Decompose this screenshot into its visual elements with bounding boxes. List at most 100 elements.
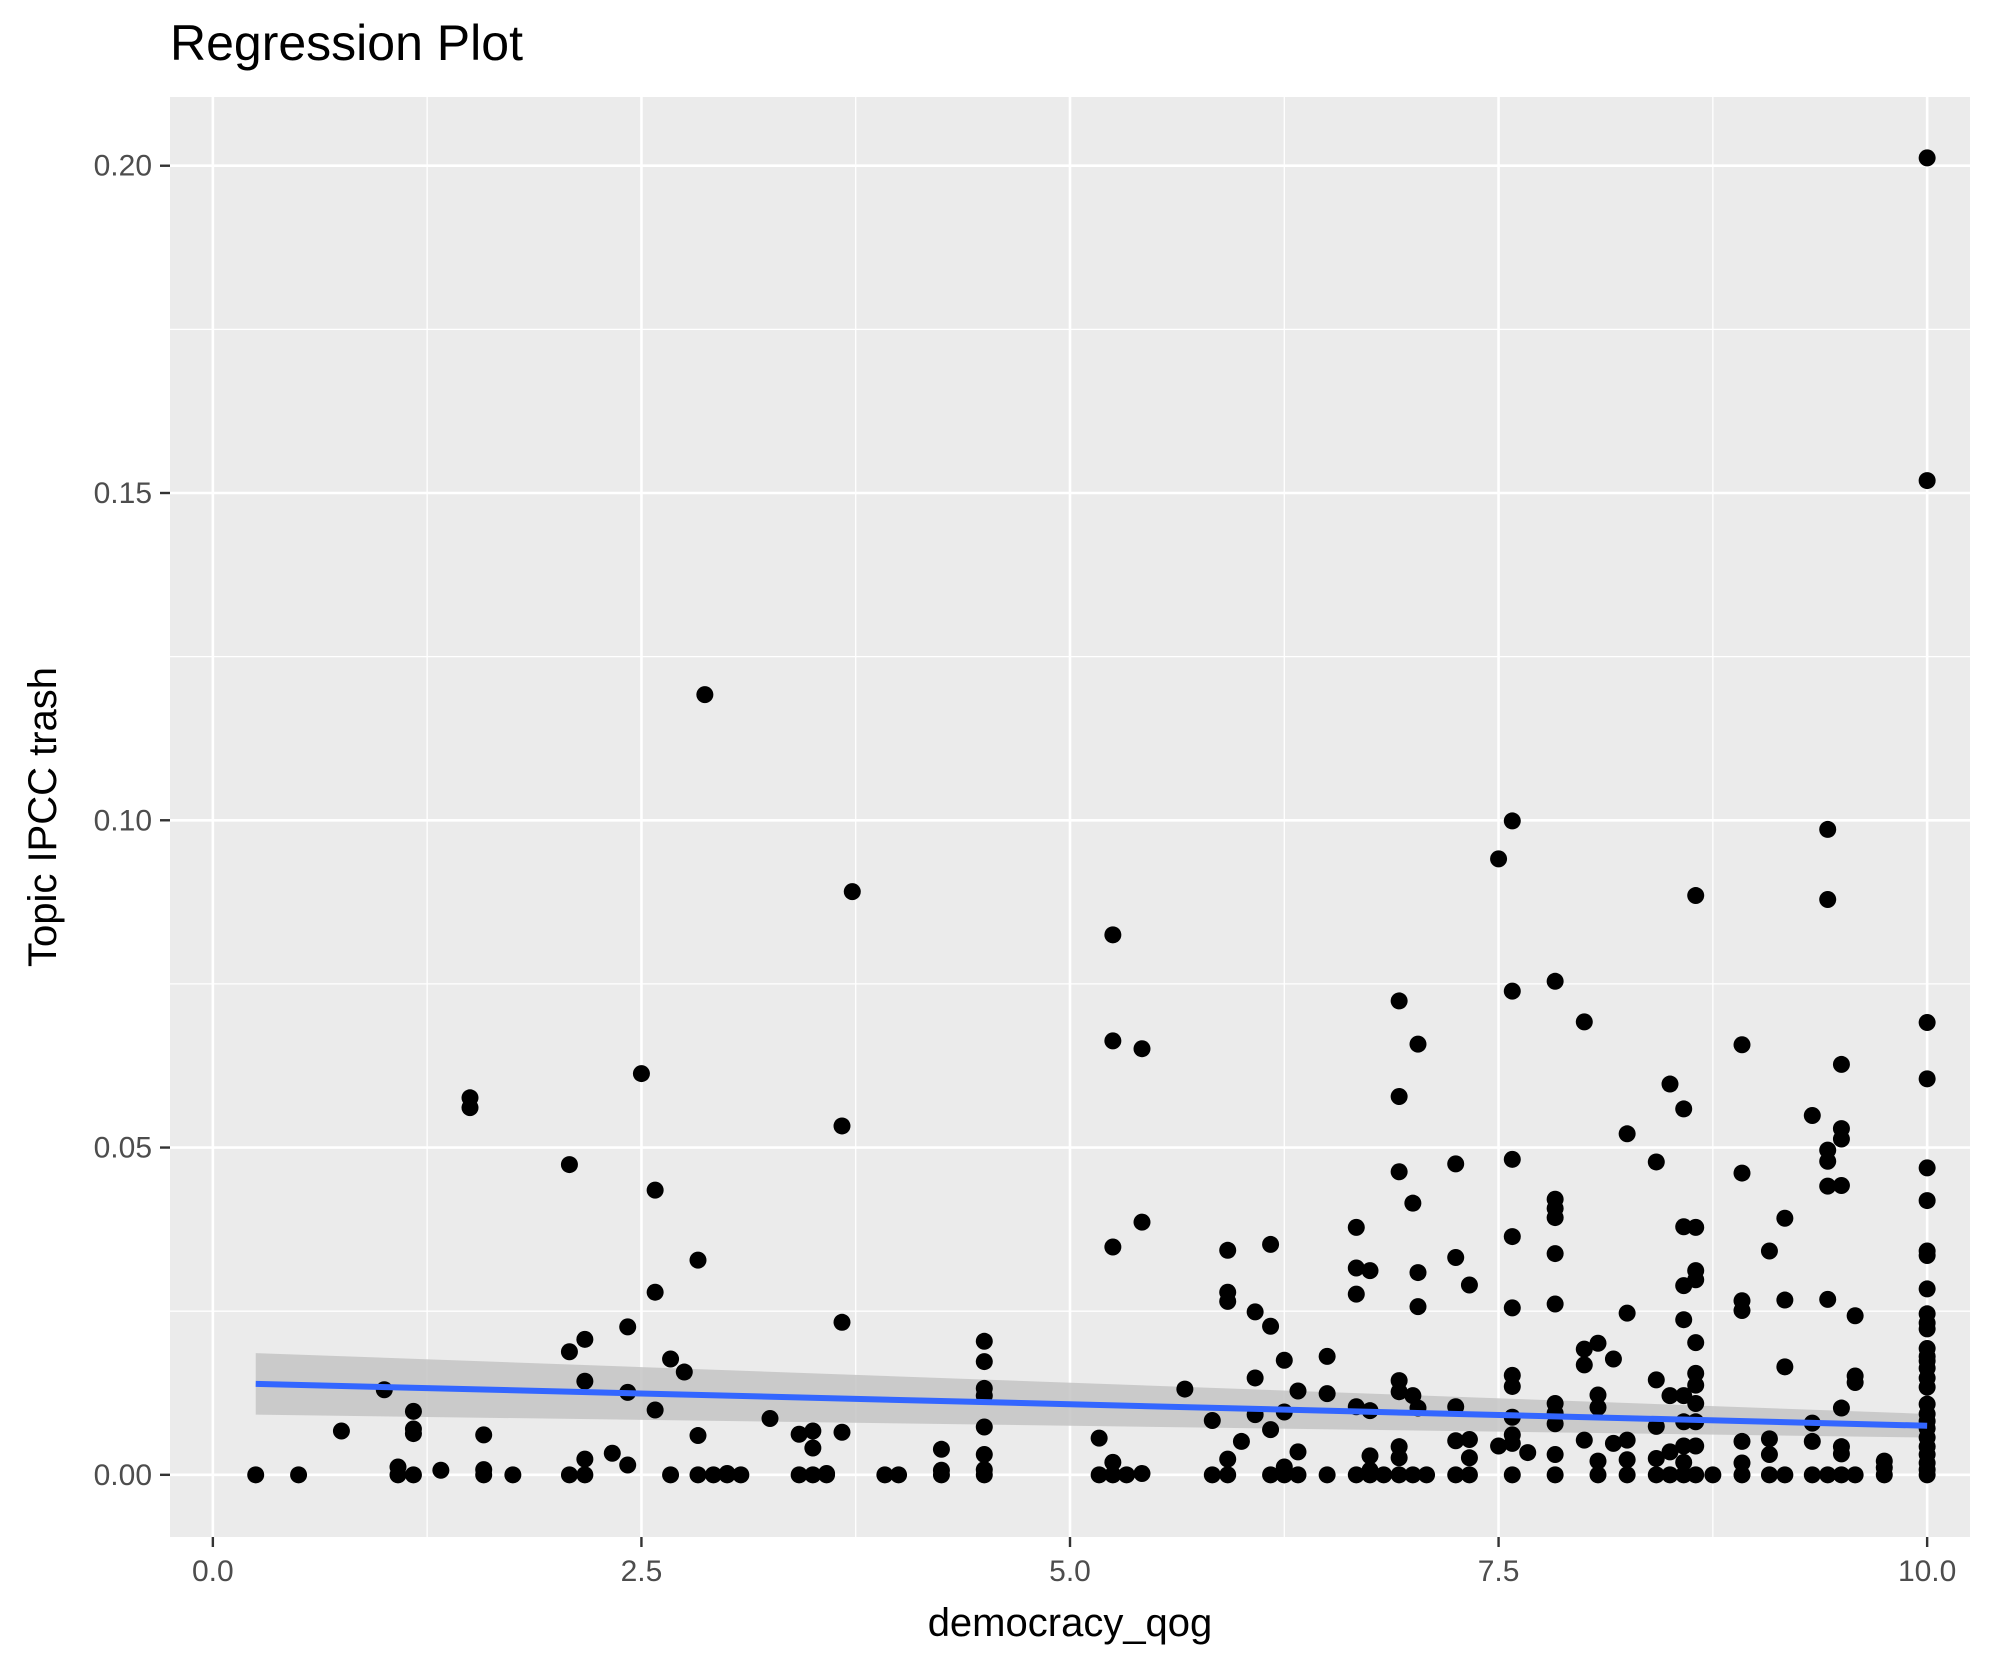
data-point <box>704 1466 722 1484</box>
data-point <box>890 1466 908 1484</box>
data-point <box>1460 1466 1478 1484</box>
data-point <box>1675 1437 1693 1455</box>
data-point <box>1618 1304 1636 1322</box>
y-tick-label: 0.00 <box>94 1459 152 1492</box>
data-point <box>1390 1087 1408 1105</box>
data-point <box>804 1466 822 1484</box>
data-point <box>1490 850 1508 868</box>
data-point <box>1918 472 1936 490</box>
data-point <box>662 1350 680 1368</box>
data-point <box>1347 1466 1365 1484</box>
data-point <box>619 1318 637 1336</box>
data-point <box>1503 1228 1521 1246</box>
data-point <box>1447 1155 1465 1173</box>
data-point <box>1589 1452 1607 1470</box>
data-point <box>1118 1466 1136 1484</box>
x-tick-label: 10.0 <box>1898 1555 1956 1588</box>
chart-title: Regression Plot <box>170 15 523 71</box>
data-point <box>1418 1466 1436 1484</box>
data-point <box>1776 1291 1794 1309</box>
data-point <box>1503 1377 1521 1395</box>
data-point <box>1918 1070 1936 1088</box>
data-point <box>1361 1262 1379 1280</box>
data-point <box>1246 1369 1264 1387</box>
data-point <box>790 1466 808 1484</box>
data-point <box>1409 1298 1427 1316</box>
data-point <box>1832 1130 1850 1148</box>
data-point <box>576 1466 594 1484</box>
data-point <box>1447 1466 1465 1484</box>
data-point <box>1361 1447 1379 1465</box>
data-point <box>1846 1466 1864 1484</box>
data-point <box>1275 1466 1293 1484</box>
data-point <box>1687 1364 1705 1382</box>
data-point <box>1275 1351 1293 1369</box>
data-point <box>1803 1432 1821 1450</box>
data-point <box>1675 1387 1693 1405</box>
data-point <box>1675 1218 1693 1236</box>
data-point <box>1604 1350 1622 1368</box>
data-point <box>1918 1014 1936 1032</box>
data-point <box>1618 1431 1636 1449</box>
data-point <box>761 1410 779 1428</box>
grid-lines <box>170 97 1970 1537</box>
data-point <box>576 1450 594 1468</box>
data-point <box>1133 1040 1151 1058</box>
data-point <box>833 1117 851 1135</box>
data-point <box>1262 1421 1280 1439</box>
data-point <box>1460 1449 1478 1467</box>
data-point <box>1675 1311 1693 1329</box>
data-point <box>1687 1218 1705 1236</box>
data-point <box>1575 1431 1593 1449</box>
data-point <box>646 1181 664 1199</box>
data-point <box>1232 1432 1250 1450</box>
data-point <box>932 1440 950 1458</box>
data-point <box>389 1458 407 1476</box>
data-point <box>1819 1466 1837 1484</box>
data-point <box>1918 1466 1936 1484</box>
data-point <box>1246 1303 1264 1321</box>
data-point <box>1776 1358 1794 1376</box>
data-point <box>1675 1466 1693 1484</box>
fit-line-layer <box>255 1380 1928 1429</box>
data-point <box>1219 1241 1237 1259</box>
data-point <box>1704 1466 1722 1484</box>
data-point <box>696 686 714 704</box>
data-point <box>1733 1164 1751 1182</box>
data-point <box>1846 1307 1864 1325</box>
data-point <box>1262 1317 1280 1335</box>
data-point <box>1104 926 1122 944</box>
data-point <box>1289 1382 1307 1400</box>
data-point <box>1546 1446 1564 1464</box>
data-point <box>1404 1466 1422 1484</box>
data-point <box>1490 1437 1508 1455</box>
data-point <box>1546 1415 1564 1433</box>
data-point <box>1318 1385 1336 1403</box>
data-point <box>718 1465 736 1483</box>
data-point <box>689 1427 707 1445</box>
x-tick-label: 5.0 <box>1049 1555 1091 1588</box>
data-point <box>1262 1235 1280 1253</box>
data-point <box>619 1456 637 1474</box>
data-point <box>646 1283 664 1301</box>
data-point <box>1133 1213 1151 1231</box>
data-point <box>1618 1466 1636 1484</box>
data-point <box>932 1461 950 1479</box>
data-point <box>1803 1466 1821 1484</box>
data-point <box>560 1156 578 1174</box>
data-point <box>1318 1466 1336 1484</box>
data-point <box>1519 1444 1537 1462</box>
data-point <box>1687 1466 1705 1484</box>
data-point <box>1546 1466 1564 1484</box>
data-point <box>1546 1209 1564 1227</box>
data-point <box>1347 1259 1365 1277</box>
data-point <box>632 1065 650 1083</box>
data-point <box>1219 1450 1237 1468</box>
data-point <box>432 1461 450 1479</box>
data-point <box>1604 1434 1622 1452</box>
y-tick-label: 0.10 <box>94 804 152 837</box>
data-point <box>1832 1399 1850 1417</box>
data-point <box>1460 1430 1478 1448</box>
data-point <box>975 1332 993 1350</box>
